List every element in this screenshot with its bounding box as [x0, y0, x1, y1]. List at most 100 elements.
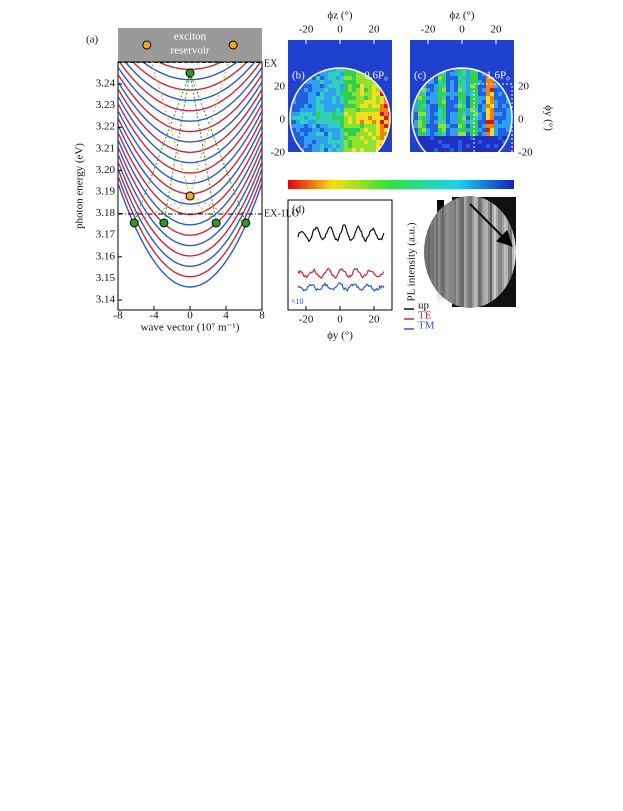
heat-cell — [360, 88, 364, 92]
gray-stripe — [436, 196, 438, 308]
heat-cell — [442, 88, 446, 92]
x-tick-label: -20 — [421, 24, 436, 36]
heat-cell — [494, 148, 498, 152]
heat-cell — [320, 116, 324, 120]
heat-cell — [300, 116, 304, 120]
heat-cell — [328, 76, 332, 80]
heat-cell — [446, 124, 450, 128]
heat-cell — [474, 128, 478, 132]
heat-cell — [454, 124, 458, 128]
heat-cell — [430, 116, 434, 120]
y-tick-label: -20 — [518, 147, 533, 159]
gray-stripe — [498, 196, 500, 308]
heat-cell — [372, 116, 376, 120]
heat-cell — [458, 136, 462, 140]
polariton-dot — [159, 218, 169, 228]
heat-cell — [482, 92, 486, 96]
heat-cell — [348, 144, 352, 148]
heat-cell — [494, 112, 498, 116]
power-label: 0.6P₀ — [364, 70, 388, 82]
gray-stripe — [458, 196, 460, 308]
heat-cell — [450, 124, 454, 128]
heat-cell — [388, 116, 390, 120]
heat-cell — [364, 124, 368, 128]
heat-cell — [344, 132, 348, 136]
heat-cell — [324, 92, 328, 96]
dispersion-curve — [118, 146, 262, 236]
y-tick-label: 3.16 — [96, 250, 116, 262]
heat-cell — [312, 88, 316, 92]
heat-cell — [316, 108, 320, 112]
heat-cell — [422, 116, 426, 120]
heat-cell — [328, 144, 332, 148]
heat-cell — [372, 108, 376, 112]
heat-cell — [426, 132, 430, 136]
heat-cell — [360, 72, 364, 76]
heat-cell — [340, 92, 344, 96]
gray-stripe — [462, 196, 464, 308]
heat-cell — [360, 84, 364, 88]
heat-cell — [414, 112, 418, 116]
heat-cell — [380, 100, 384, 104]
heat-cell — [328, 124, 332, 128]
heat-cell — [316, 104, 320, 108]
heat-cell — [478, 140, 482, 144]
heat-cell — [438, 144, 442, 148]
heat-cell — [332, 116, 336, 120]
heat-cell — [490, 132, 494, 136]
heat-cell — [312, 124, 316, 128]
heat-cell — [442, 136, 446, 140]
heat-cell — [506, 124, 510, 128]
heat-cell — [292, 100, 296, 104]
heat-cell — [320, 100, 324, 104]
heat-cell — [376, 100, 380, 104]
y-tick-label: 3.17 — [96, 229, 116, 241]
heat-cell — [434, 92, 438, 96]
heat-cell — [372, 112, 376, 116]
heat-cell — [426, 96, 430, 100]
heat-cell — [320, 136, 324, 140]
heat-cell — [384, 100, 388, 104]
heat-cell — [372, 124, 376, 128]
heat-cell — [470, 92, 474, 96]
gray-stripe — [478, 196, 480, 308]
panel-a: exciton reservoir (a) EX EX-1LO photon e… — [74, 28, 299, 334]
heat-cell — [344, 84, 348, 88]
heat-cell — [458, 76, 462, 80]
heat-cell — [466, 96, 470, 100]
heat-cell — [494, 136, 498, 140]
heat-cell — [474, 76, 478, 80]
heat-cell — [434, 128, 438, 132]
heat-cell — [324, 112, 328, 116]
heat-cell — [320, 88, 324, 92]
heat-cell — [426, 84, 430, 88]
heat-cell — [292, 120, 296, 124]
gray-stripe — [514, 196, 516, 308]
heat-cell — [474, 104, 478, 108]
heat-cell — [328, 80, 332, 84]
heat-cell — [336, 140, 340, 144]
heat-cell — [344, 140, 348, 144]
heat-cell — [442, 100, 446, 104]
heat-cell — [498, 128, 502, 132]
heat-cell — [356, 112, 360, 116]
heat-cell — [368, 136, 372, 140]
heat-cell — [454, 132, 458, 136]
heat-cell — [320, 76, 324, 80]
heat-cell — [434, 84, 438, 88]
heat-cell — [300, 136, 304, 140]
x-tick-label: 0 — [187, 310, 193, 322]
y-tick-label: 20 — [518, 81, 530, 93]
heat-cell — [490, 100, 494, 104]
heat-cell — [312, 120, 316, 124]
heat-cell — [376, 124, 380, 128]
heat-cell — [316, 80, 320, 84]
heat-cell — [462, 124, 466, 128]
heat-cell — [308, 140, 312, 144]
heat-cell — [434, 124, 438, 128]
gray-stripe — [454, 196, 456, 308]
heat-cell — [458, 140, 462, 144]
heat-cell — [474, 108, 478, 112]
heat-cell — [418, 136, 422, 140]
heat-cell — [462, 140, 466, 144]
